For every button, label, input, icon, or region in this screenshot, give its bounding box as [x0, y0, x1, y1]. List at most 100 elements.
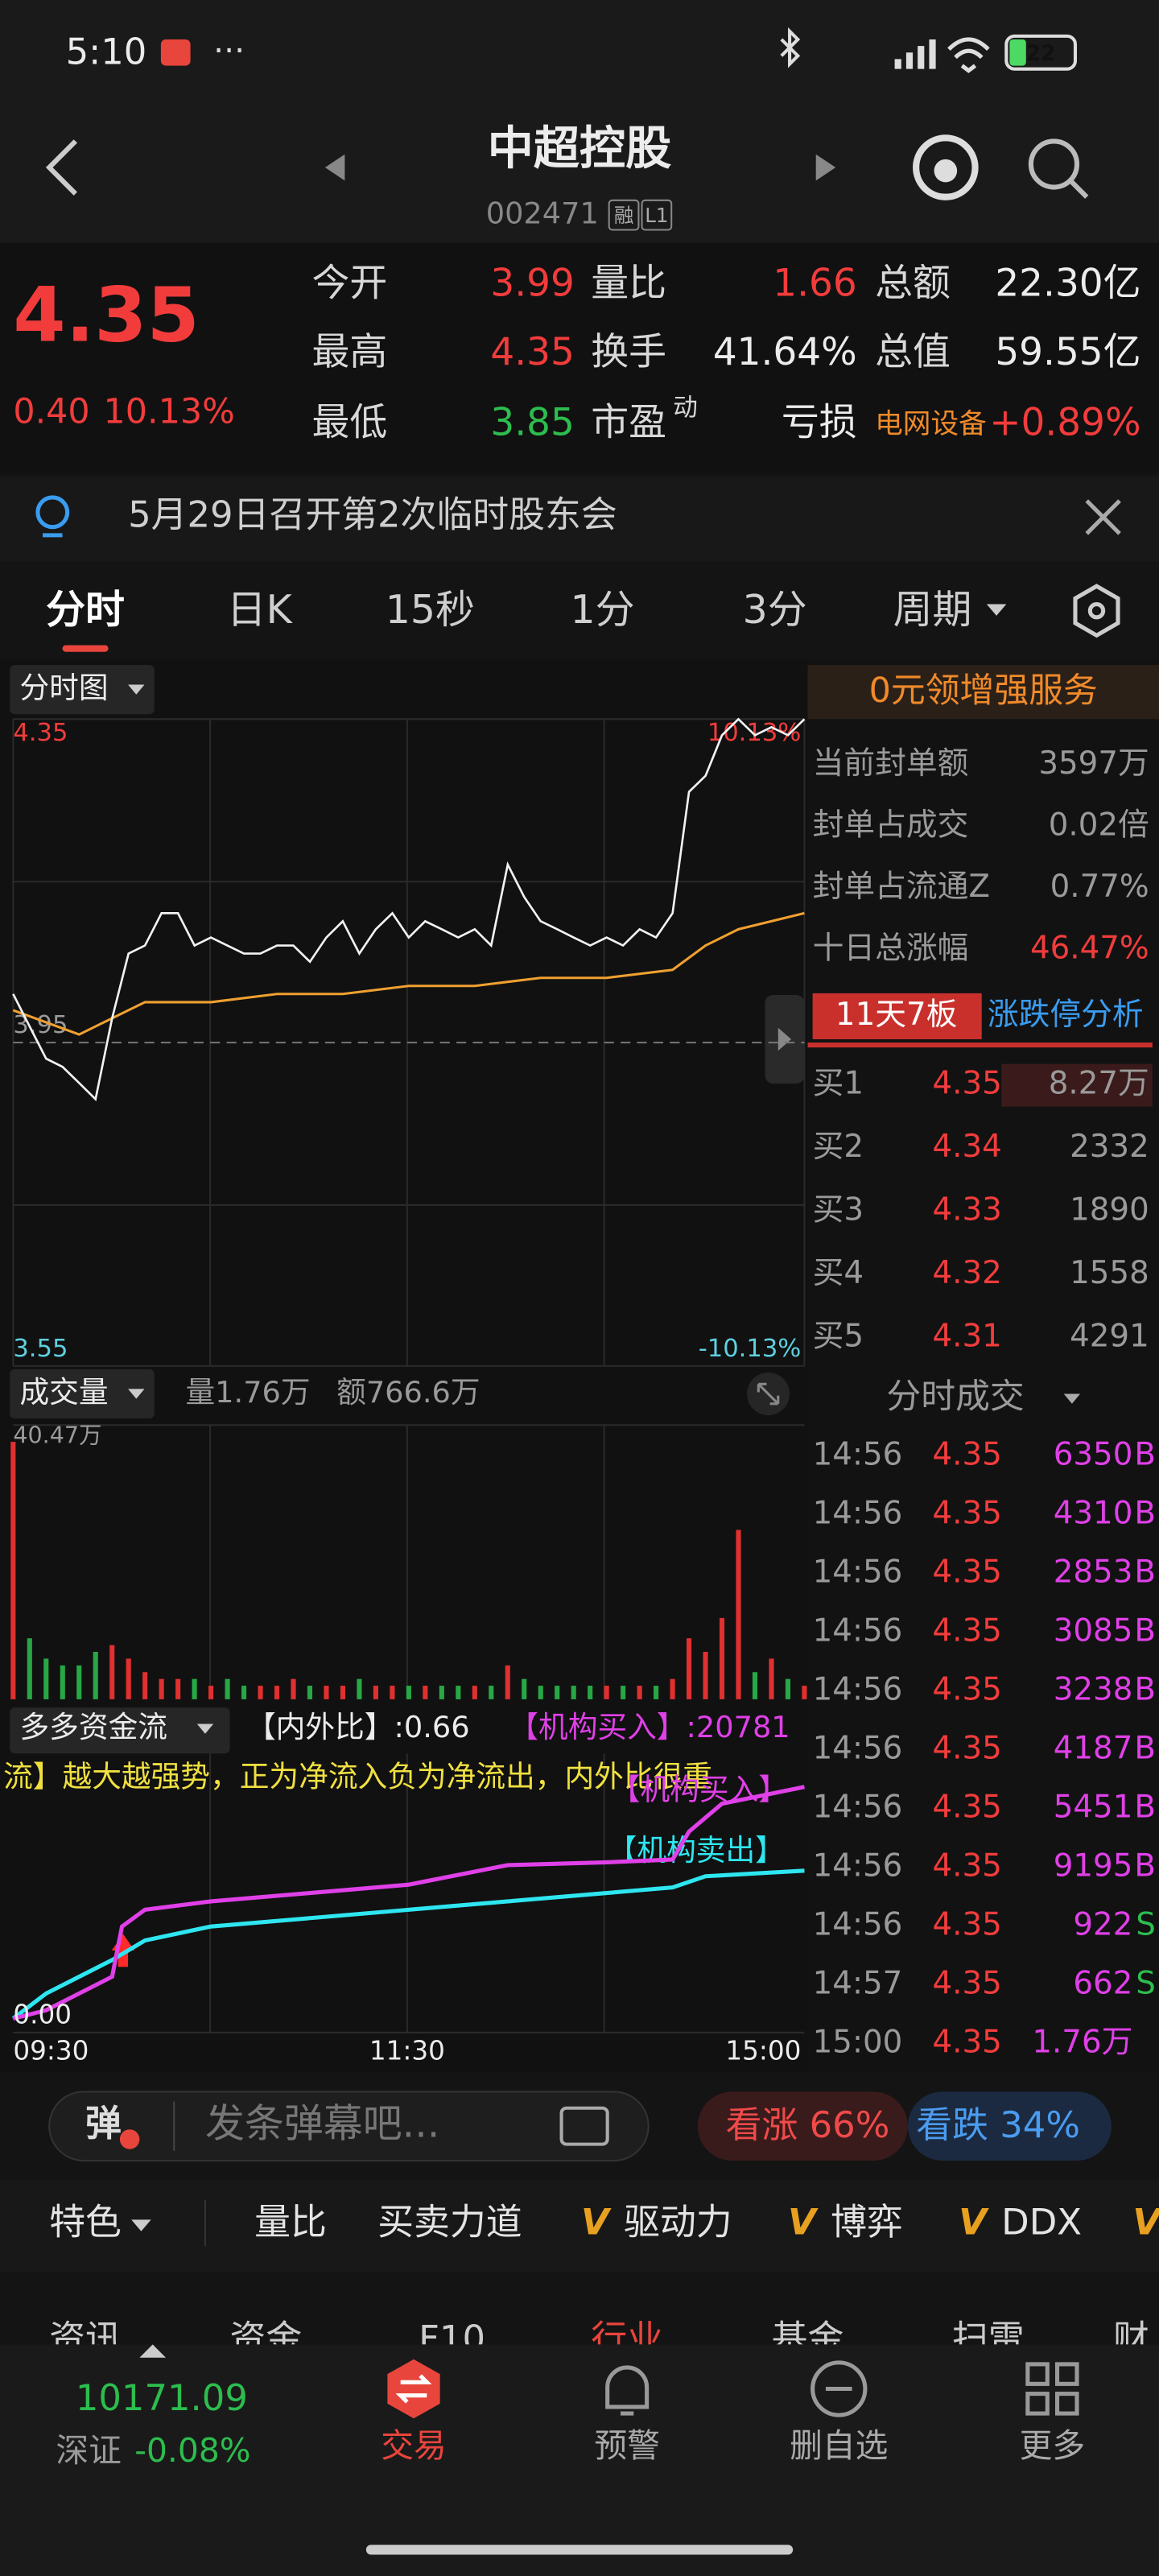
- volume-bar: [736, 1530, 741, 1699]
- period-tab[interactable]: 分时: [46, 587, 125, 633]
- nav-bar: [0, 2344, 1159, 2576]
- trades-title[interactable]: 分时成交: [886, 1377, 1024, 1417]
- volume-bar: [522, 1678, 527, 1699]
- bullish-text[interactable]: 看涨 66%: [726, 2103, 890, 2146]
- sub-tab[interactable]: 扫雷: [952, 2317, 1025, 2359]
- notice-bar[interactable]: [0, 476, 1159, 562]
- danmaku-placeholder[interactable]: 发条弹幕吧...: [205, 2101, 439, 2147]
- period-tab[interactable]: 1分: [571, 587, 635, 633]
- period-tab[interactable]: 15秒: [386, 587, 475, 633]
- volume-bar: [489, 1686, 494, 1699]
- flow-zero: 0.00: [13, 2000, 72, 2030]
- chart-selector[interactable]: [10, 665, 155, 715]
- seal-value: 0.02倍: [1049, 807, 1149, 843]
- sub-tab[interactable]: F10: [419, 2317, 485, 2359]
- period-tab[interactable]: 3分: [743, 587, 807, 633]
- feature-item[interactable]: DDX: [1001, 2201, 1082, 2244]
- trade-volume: 9195: [1054, 1848, 1133, 1885]
- prev-stock[interactable]: [324, 154, 345, 181]
- notice-text[interactable]: 5月29日召开第2次临时股东会: [128, 493, 617, 535]
- volume-selector[interactable]: [10, 1368, 155, 1419]
- close-notice[interactable]: [1085, 499, 1121, 535]
- average-line: [12, 911, 805, 1036]
- stat-label-sup: 动: [673, 394, 698, 422]
- flow-selector-label[interactable]: 多多资金流: [19, 1710, 167, 1744]
- sub-tab[interactable]: 基金: [772, 2317, 844, 2359]
- bid-volume: 4291: [1070, 1319, 1149, 1355]
- volume-bar: [637, 1686, 642, 1699]
- stat-label: 总额: [875, 261, 951, 305]
- trade-volume: 1.76万: [1032, 2025, 1132, 2061]
- bearish-text[interactable]: 看跌 34%: [916, 2103, 1080, 2146]
- stat-value: 3.99: [490, 261, 574, 305]
- stat-label: 换手: [591, 330, 666, 374]
- seal-label: 当前封单额: [813, 745, 969, 782]
- bearish-button[interactable]: [907, 2091, 1112, 2161]
- trade-volume: 4310: [1054, 1496, 1133, 1532]
- nav-item[interactable]: 预警: [594, 2426, 660, 2465]
- feature-item[interactable]: 买卖力道: [377, 2201, 522, 2244]
- app-icon: [160, 39, 191, 66]
- stat-label: 电网设备: [875, 408, 987, 440]
- bid-price: 4.31: [933, 1319, 1002, 1355]
- back-button[interactable]: [45, 139, 77, 196]
- chart-selector-label[interactable]: 分时图: [19, 671, 108, 705]
- trade-icon[interactable]: [387, 2359, 440, 2419]
- period-tab[interactable]: 周期: [893, 587, 972, 633]
- next-stock[interactable]: [815, 154, 836, 181]
- volume-bar: [390, 1686, 395, 1699]
- volume-bar: [27, 1638, 32, 1699]
- volume-bar: [670, 1678, 675, 1699]
- volume-bar: [555, 1686, 560, 1699]
- trade-time: 14:56: [813, 1907, 903, 1943]
- stat-label: 量比: [591, 261, 666, 305]
- sub-tab[interactable]: 资讯: [49, 2317, 122, 2359]
- seal-value: 46.47%: [1030, 930, 1149, 966]
- settings-button[interactable]: [1073, 584, 1120, 638]
- expand-button[interactable]: [747, 1373, 790, 1416]
- remove-icon[interactable]: [810, 2360, 868, 2417]
- nav-item[interactable]: 删自选: [790, 2426, 888, 2465]
- more-icon[interactable]: [1025, 2362, 1079, 2416]
- promo-banner[interactable]: [807, 665, 1159, 720]
- feature-item[interactable]: 博弈: [831, 2201, 903, 2244]
- flow-selector[interactable]: [10, 1707, 230, 1754]
- trade-price: 4.35: [933, 1848, 1002, 1885]
- search-button[interactable]: [1028, 138, 1089, 199]
- volume-bar: [93, 1651, 98, 1699]
- bid-volume: 8.27万: [1049, 1066, 1149, 1102]
- sub-tab[interactable]: 行业: [591, 2317, 663, 2359]
- promo-text[interactable]: 0元领增强服务: [869, 671, 1098, 711]
- volume-bar: [571, 1686, 576, 1699]
- nav-caret: [139, 2344, 167, 2358]
- volume-bar: [241, 1686, 247, 1699]
- bullish-button[interactable]: [697, 2091, 908, 2161]
- mascot-button[interactable]: [913, 134, 979, 200]
- feature-item[interactable]: 量比: [254, 2201, 327, 2244]
- inst-sell-line: [11, 1868, 805, 2021]
- y-tick-label: 4.35: [13, 719, 68, 747]
- total-amount: 额766.6万: [336, 1375, 480, 1410]
- analysis-link[interactable]: 涨跌停分析: [988, 997, 1144, 1033]
- trade-time: 14:57: [813, 1966, 903, 2002]
- sub-tab[interactable]: 资金: [230, 2317, 303, 2359]
- danmaku-icon[interactable]: [559, 2106, 609, 2146]
- volume-selector-label[interactable]: 成交量: [19, 1375, 108, 1410]
- feature-item[interactable]: 驱动力: [624, 2201, 732, 2244]
- vip-mark: V: [1132, 2201, 1159, 2244]
- danmaku-input[interactable]: [48, 2091, 650, 2162]
- nav-item[interactable]: 更多: [1020, 2426, 1086, 2465]
- bid-price: 4.33: [933, 1192, 1002, 1228]
- trade-time: 14:56: [813, 1496, 903, 1532]
- period-tab[interactable]: 日K: [227, 587, 294, 633]
- alert-icon[interactable]: [605, 2365, 650, 2416]
- index-value: 10171.09: [76, 2376, 248, 2419]
- sub-tab[interactable]: 财: [1113, 2317, 1149, 2359]
- stat-value: 22.30亿: [995, 261, 1140, 305]
- feature-item[interactable]: 特色: [49, 2201, 122, 2244]
- seal-value: 3597万: [1038, 745, 1149, 782]
- nav-item[interactable]: 交易: [381, 2426, 447, 2465]
- volume-bar: [604, 1686, 609, 1699]
- trade-volume: 662: [1073, 1966, 1132, 2002]
